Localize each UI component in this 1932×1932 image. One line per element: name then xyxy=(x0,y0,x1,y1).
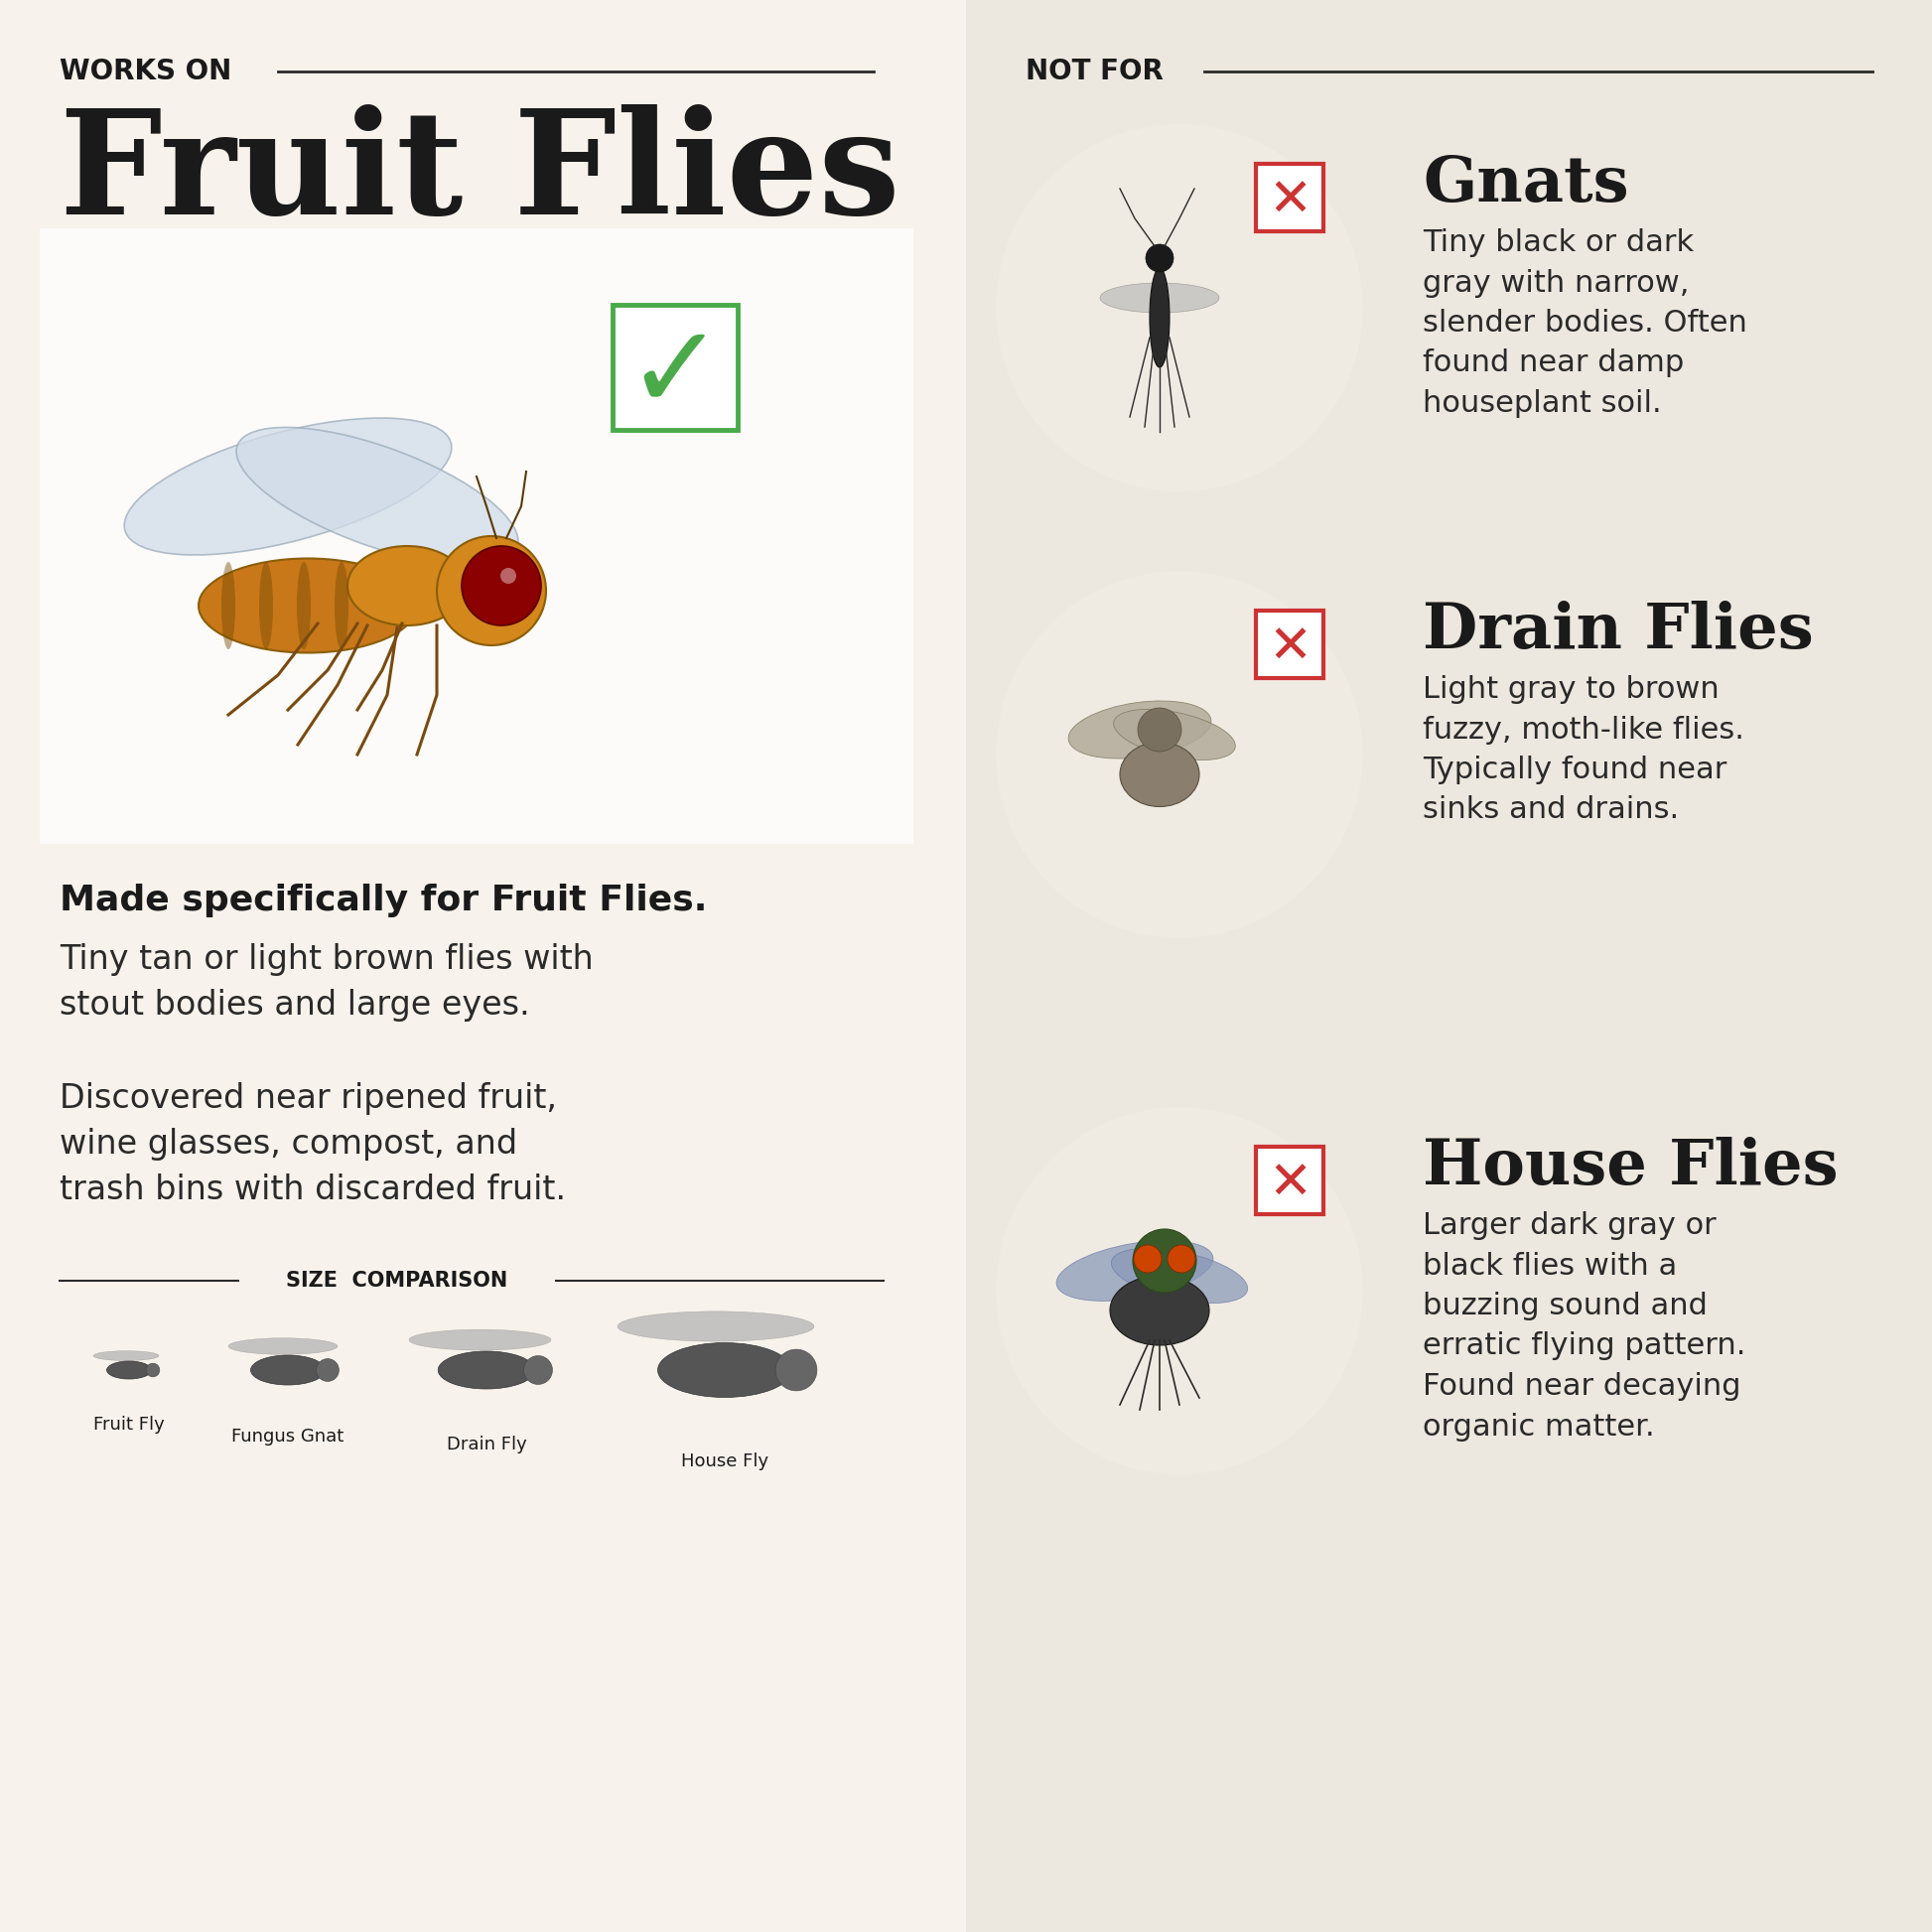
Ellipse shape xyxy=(93,1350,158,1360)
Ellipse shape xyxy=(236,427,518,566)
Circle shape xyxy=(995,1107,1364,1474)
Ellipse shape xyxy=(298,562,311,649)
Bar xyxy=(966,0,1932,1932)
FancyBboxPatch shape xyxy=(1256,611,1323,678)
Ellipse shape xyxy=(251,1354,325,1385)
Ellipse shape xyxy=(1068,701,1211,759)
Circle shape xyxy=(500,568,516,583)
Text: Larger dark gray or
black flies with a
buzzing sound and
erratic flying pattern.: Larger dark gray or black flies with a b… xyxy=(1422,1211,1747,1441)
Ellipse shape xyxy=(259,562,272,649)
Bar xyxy=(41,228,914,844)
Circle shape xyxy=(995,570,1364,939)
Ellipse shape xyxy=(199,558,417,653)
Text: ✓: ✓ xyxy=(626,319,724,433)
Circle shape xyxy=(1146,243,1173,272)
Circle shape xyxy=(1167,1244,1196,1273)
Ellipse shape xyxy=(1111,1275,1209,1345)
Ellipse shape xyxy=(334,562,348,649)
Text: Drain Fly: Drain Fly xyxy=(446,1435,527,1453)
Circle shape xyxy=(437,535,547,645)
Ellipse shape xyxy=(1057,1240,1213,1300)
Ellipse shape xyxy=(618,1312,813,1341)
Circle shape xyxy=(775,1349,817,1391)
FancyBboxPatch shape xyxy=(1256,1148,1323,1213)
Ellipse shape xyxy=(657,1343,792,1397)
Text: ✕: ✕ xyxy=(1267,1157,1312,1209)
Ellipse shape xyxy=(1099,282,1219,313)
Ellipse shape xyxy=(439,1350,535,1389)
Circle shape xyxy=(462,547,541,626)
Ellipse shape xyxy=(106,1362,151,1379)
Text: Light gray to brown
fuzzy, moth-like flies.
Typically found near
sinks and drain: Light gray to brown fuzzy, moth-like fli… xyxy=(1422,674,1745,825)
Text: House Flies: House Flies xyxy=(1422,1136,1839,1198)
Text: House Fly: House Fly xyxy=(680,1453,769,1470)
Circle shape xyxy=(1132,1229,1196,1293)
Text: Gnats: Gnats xyxy=(1422,155,1629,214)
Text: Drain Flies: Drain Flies xyxy=(1422,601,1814,661)
Text: WORKS ON: WORKS ON xyxy=(60,58,232,85)
Ellipse shape xyxy=(1111,1248,1248,1304)
Ellipse shape xyxy=(1150,269,1169,367)
Text: Tiny tan or light brown flies with
stout bodies and large eyes.: Tiny tan or light brown flies with stout… xyxy=(60,943,593,1022)
Ellipse shape xyxy=(1121,742,1200,808)
Circle shape xyxy=(524,1356,553,1385)
Text: ✕: ✕ xyxy=(1267,174,1312,226)
Ellipse shape xyxy=(348,547,468,626)
Ellipse shape xyxy=(124,417,452,554)
Text: ✕: ✕ xyxy=(1267,622,1312,672)
Ellipse shape xyxy=(1113,709,1235,759)
Text: Tiny black or dark
gray with narrow,
slender bodies. Often
found near damp
house: Tiny black or dark gray with narrow, sle… xyxy=(1422,228,1747,417)
Ellipse shape xyxy=(228,1339,338,1354)
FancyBboxPatch shape xyxy=(1256,164,1323,232)
Ellipse shape xyxy=(222,562,236,649)
Text: Fungus Gnat: Fungus Gnat xyxy=(232,1428,344,1445)
Text: SIZE  COMPARISON: SIZE COMPARISON xyxy=(286,1271,508,1291)
Text: Fruit Flies: Fruit Flies xyxy=(60,104,900,243)
Bar xyxy=(0,0,966,1932)
Text: Discovered near ripened fruit,
wine glasses, compost, and
trash bins with discar: Discovered near ripened fruit, wine glas… xyxy=(60,1082,566,1206)
Ellipse shape xyxy=(410,1329,551,1350)
Text: NOT FOR: NOT FOR xyxy=(1026,58,1163,85)
Circle shape xyxy=(317,1358,338,1381)
Text: Fruit Fly: Fruit Fly xyxy=(93,1416,164,1434)
Circle shape xyxy=(1134,1244,1161,1273)
Circle shape xyxy=(147,1364,160,1378)
Circle shape xyxy=(995,124,1364,491)
Text: Made specifically for Fruit Flies.: Made specifically for Fruit Flies. xyxy=(60,883,707,918)
FancyBboxPatch shape xyxy=(612,305,738,431)
Circle shape xyxy=(1138,707,1182,752)
